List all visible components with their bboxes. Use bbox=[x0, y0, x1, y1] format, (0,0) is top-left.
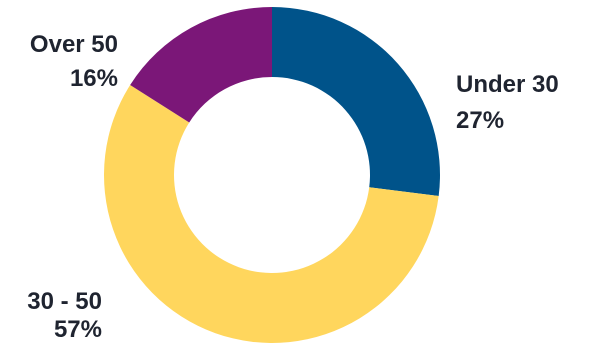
slices-layer bbox=[104, 7, 440, 343]
slice-value-over-50: 16% bbox=[70, 65, 118, 92]
slice-value-under-30: 27% bbox=[456, 107, 504, 134]
slice-label-under-30: Under 30 bbox=[456, 71, 559, 98]
slice-value-30-50: 57% bbox=[54, 316, 102, 343]
slice-label-30-50: 30 - 50 bbox=[27, 288, 102, 315]
slice-under-30 bbox=[272, 7, 440, 197]
slice-over-50 bbox=[130, 7, 272, 123]
labels-layer: Under 30 27% 30 - 50 57% Over 50 16% bbox=[27, 31, 558, 343]
slice-30-50 bbox=[104, 84, 439, 343]
slice-label-over-50: Over 50 bbox=[30, 31, 118, 58]
